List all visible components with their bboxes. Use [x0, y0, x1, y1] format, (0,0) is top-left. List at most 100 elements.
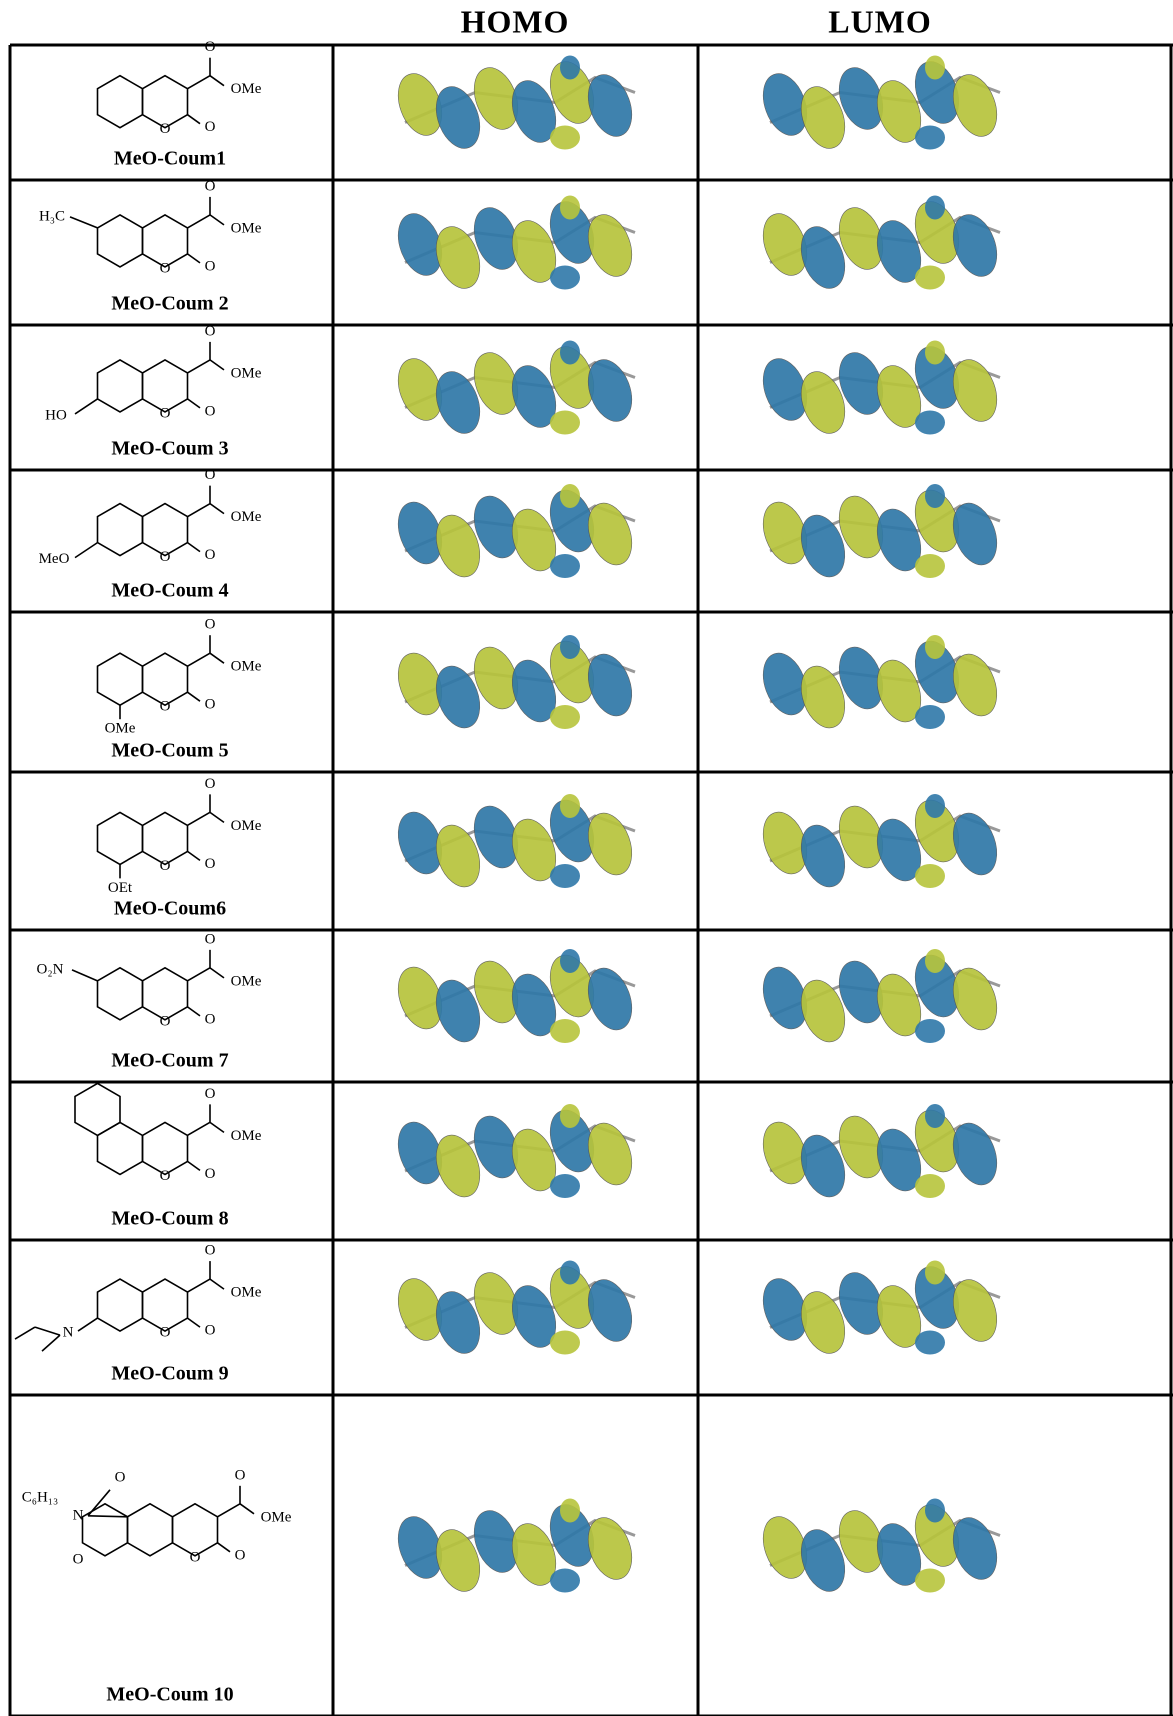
orbital-lobe: [952, 967, 998, 1031]
atom-label: OMe: [231, 818, 262, 834]
atom-label: O: [205, 931, 216, 947]
orbital-lobe: [876, 365, 922, 428]
atom-label: O: [205, 1243, 216, 1259]
orbital-lobe: [915, 864, 945, 888]
atom-label: O: [205, 1166, 216, 1182]
orbital-lobe: [587, 1122, 633, 1186]
orbital-lobe: [915, 265, 945, 290]
bond: [87, 1489, 111, 1517]
ring-bond: [74, 1082, 121, 1137]
ring-bond: [96, 811, 144, 866]
orbital-lobe: [952, 1517, 998, 1580]
ring-bond: [141, 1278, 189, 1333]
orbital-lobe: [952, 812, 998, 876]
ring-bond: [96, 1278, 144, 1333]
orbital-lobe: [925, 949, 945, 973]
bond: [41, 1334, 61, 1352]
bond: [187, 1160, 201, 1172]
orbital-lobe: [925, 794, 945, 818]
bond: [74, 541, 98, 559]
bond: [34, 1326, 61, 1336]
orbital-lobe: [915, 1330, 945, 1355]
atom-label: N: [73, 1507, 84, 1523]
bond: [209, 502, 225, 515]
ring-bond: [171, 1502, 219, 1557]
orbital-lobe: [952, 74, 998, 137]
bond: [74, 398, 98, 415]
atom-label: O: [205, 856, 216, 872]
atom-label: O: [205, 1086, 216, 1102]
bond: [69, 216, 98, 229]
bond: [14, 1326, 36, 1340]
orbital-lobe: [511, 818, 557, 882]
orbital-lobe: [511, 1128, 557, 1192]
orbital-lobe: [435, 1291, 481, 1354]
bond: [209, 1121, 225, 1134]
atom-label: O: [205, 1323, 216, 1339]
orbital-lobe: [550, 1330, 580, 1355]
orbital-lobe: [435, 514, 481, 578]
atom-label: N: [63, 1325, 74, 1341]
bond: [209, 967, 225, 979]
orbital-lobe: [511, 659, 557, 723]
bond: [209, 652, 225, 664]
ring-bond: [96, 213, 144, 268]
bond: [217, 1503, 241, 1518]
atom-label: O: [160, 405, 171, 421]
bond: [209, 75, 225, 87]
orbital-lobe: [876, 508, 922, 572]
orbital-lobe: [876, 220, 922, 283]
orbital-lobe: [800, 1134, 846, 1198]
ring-bond: [96, 652, 144, 707]
bond: [187, 114, 201, 125]
orbital-lobe: [560, 195, 580, 220]
orbital-lobe: [560, 340, 580, 365]
atom-label: O: [205, 258, 216, 274]
atom-label: OMe: [261, 1509, 292, 1525]
atom-label: MeO: [39, 551, 70, 567]
orbital-lobe: [800, 1291, 846, 1354]
bond: [71, 969, 98, 982]
orbital-lobe: [511, 973, 557, 1037]
bond: [187, 214, 211, 229]
ring-bond: [141, 1121, 189, 1176]
atom-label: O: [205, 467, 216, 483]
orbital-lobe: [925, 635, 945, 659]
orbital-lobe: [511, 80, 557, 143]
bond: [187, 967, 211, 982]
orbital-lobe: [550, 410, 580, 435]
orbital-lobe: [560, 1498, 580, 1523]
atom-label: HO: [45, 407, 67, 423]
orbital-lobe: [952, 653, 998, 717]
bond: [87, 1515, 128, 1518]
orbital-lobe: [925, 195, 945, 220]
orbital-lobe: [560, 635, 580, 659]
orbital-lobe: [550, 265, 580, 290]
ring-bond: [141, 74, 189, 129]
orbital-lobe: [800, 371, 846, 434]
atom-label: O: [205, 776, 216, 792]
orbital-lobe: [560, 1104, 580, 1128]
orbital-lobe: [915, 1568, 945, 1593]
orbital-lobe: [800, 979, 846, 1043]
orbital-lobe: [587, 967, 633, 1031]
orbital-lobe: [915, 410, 945, 435]
bond: [187, 253, 201, 264]
bond: [187, 811, 211, 827]
orbital-lobe: [915, 1174, 945, 1198]
orbital-lobe: [925, 55, 945, 80]
atom-label: O: [205, 697, 216, 713]
orbital-lobe: [587, 812, 633, 876]
orbital-lobe: [511, 508, 557, 572]
orbital-lobe: [560, 794, 580, 818]
orbital-lobe: [800, 824, 846, 888]
orbital-lobe: [560, 949, 580, 973]
bond: [239, 1503, 255, 1515]
orbital-lobe: [915, 1019, 945, 1043]
atom-label: C₆H₁₃: [22, 1489, 59, 1505]
atom-label: O: [160, 858, 171, 874]
orbital-lobe: [925, 1104, 945, 1128]
orbital-lobe: [925, 1498, 945, 1523]
orbital-lobe: [587, 214, 633, 277]
